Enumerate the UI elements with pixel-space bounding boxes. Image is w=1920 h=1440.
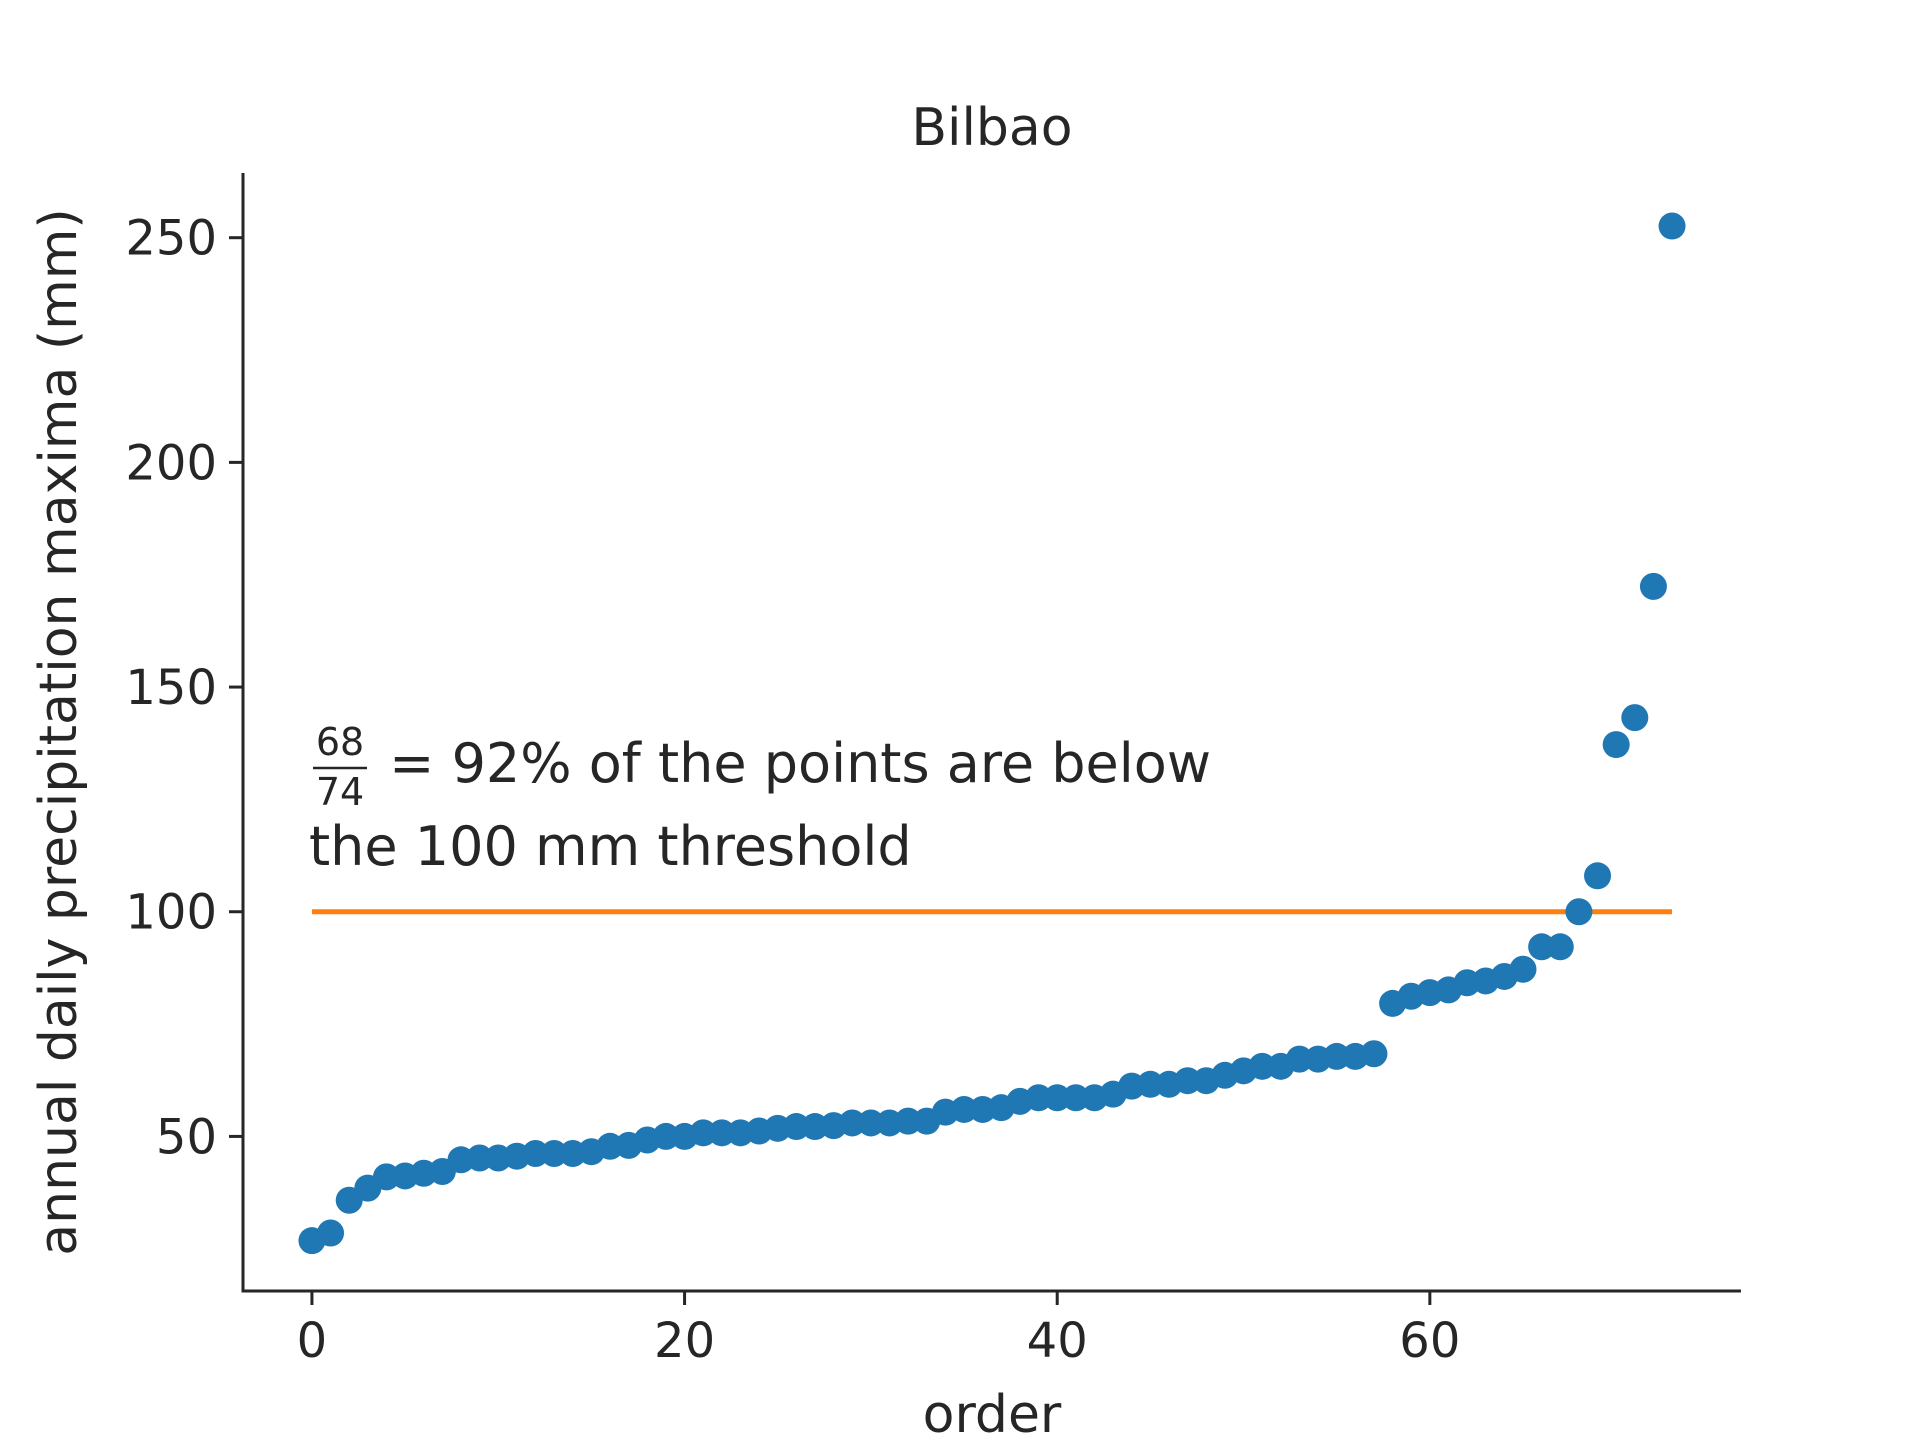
data-point	[540, 1139, 568, 1167]
data-point	[1509, 955, 1537, 983]
data-point	[838, 1109, 866, 1137]
data-point	[1584, 862, 1612, 890]
data-point	[1248, 1052, 1276, 1080]
data-point	[857, 1109, 885, 1137]
x-tick-label: 20	[654, 1313, 715, 1369]
data-points	[298, 212, 1686, 1255]
data-point	[1360, 1040, 1388, 1068]
data-point	[317, 1219, 345, 1247]
data-point	[1025, 1084, 1053, 1112]
data-point	[894, 1107, 922, 1135]
data-point	[1546, 933, 1574, 961]
data-point	[708, 1119, 736, 1147]
annotation: 68 74 = 92% of the points are below the …	[309, 720, 1211, 878]
x-tick-label: 40	[1027, 1313, 1088, 1369]
data-point	[689, 1119, 717, 1147]
plot-area	[298, 212, 1686, 1255]
x-tick-label: 60	[1399, 1313, 1460, 1369]
data-point	[1528, 933, 1556, 961]
y-tick-label: 150	[125, 660, 217, 716]
data-point	[522, 1139, 550, 1167]
data-point	[1285, 1045, 1313, 1073]
data-point	[1621, 704, 1649, 732]
y-tick-label: 200	[125, 435, 217, 491]
data-point	[1602, 731, 1630, 759]
fraction-denominator: 74	[316, 770, 364, 814]
x-tick-label: 0	[297, 1313, 328, 1369]
data-point	[1658, 212, 1686, 240]
y-tick-label: 100	[125, 885, 217, 941]
data-point	[1323, 1042, 1351, 1070]
data-point	[1565, 898, 1593, 926]
data-point	[1174, 1067, 1202, 1095]
fraction-numerator: 68	[316, 720, 364, 764]
annotation-line-2: the 100 mm threshold	[309, 815, 912, 878]
data-point	[1639, 572, 1667, 600]
y-axis-label: annual daily precipitation maxima (mm)	[29, 208, 89, 1255]
data-point	[652, 1122, 680, 1150]
x-axis-label: order	[923, 1385, 1062, 1440]
y-tick-label: 50	[156, 1109, 217, 1165]
data-point	[782, 1113, 810, 1141]
chart-title: Bilbao	[911, 98, 1072, 158]
data-point	[950, 1095, 978, 1123]
y-axis-ticks: 50 100 150 200 250	[125, 211, 243, 1165]
data-point	[466, 1144, 494, 1172]
data-point	[1136, 1070, 1164, 1098]
x-axis-ticks: 0 20 40 60	[297, 1291, 1460, 1369]
y-tick-label: 250	[125, 211, 217, 267]
data-point	[1062, 1084, 1090, 1112]
data-point	[1043, 1084, 1071, 1112]
annotation-line-1: = 92% of the points are below	[372, 732, 1211, 795]
